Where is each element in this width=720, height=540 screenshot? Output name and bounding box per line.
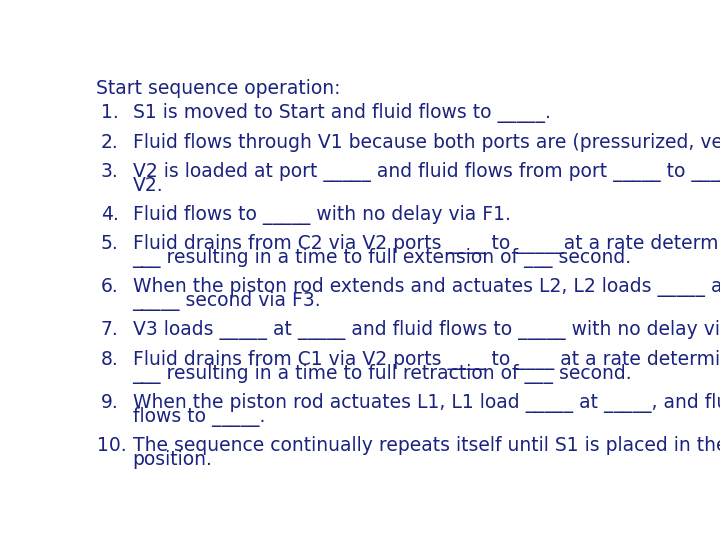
Text: 1.: 1.: [101, 103, 119, 122]
Text: The sequence continually repeats itself until S1 is placed in the _____: The sequence continually repeats itself …: [132, 436, 720, 456]
Text: _____ second via F3.: _____ second via F3.: [132, 291, 321, 311]
Text: Fluid flows through V1 because both ports are (pressurized, vented).: Fluid flows through V1 because both port…: [132, 132, 720, 152]
Text: When the piston rod actuates L1, L1 load _____ at _____, and fluid again: When the piston rod actuates L1, L1 load…: [132, 393, 720, 413]
Text: flows to _____.: flows to _____.: [132, 407, 265, 427]
Text: V2 is loaded at port _____ and fluid flows from port _____ to _____ of: V2 is loaded at port _____ and fluid flo…: [132, 162, 720, 182]
Text: V2.: V2.: [132, 176, 163, 195]
Text: 4.: 4.: [101, 205, 119, 224]
Text: 6.: 6.: [101, 278, 119, 296]
Text: ___ resulting in a time to full retraction of ___ second.: ___ resulting in a time to full retracti…: [132, 363, 632, 383]
Text: Start sequence operation:: Start sequence operation:: [96, 79, 341, 98]
Text: 10.: 10.: [97, 436, 127, 455]
Text: 3.: 3.: [101, 162, 119, 181]
Text: Fluid drains from C2 via V2 ports ____ to _____at a rate determined by: Fluid drains from C2 via V2 ports ____ t…: [132, 234, 720, 254]
Text: 5.: 5.: [101, 234, 119, 253]
Text: V3 loads _____ at _____ and fluid flows to _____ with no delay via F2.: V3 loads _____ at _____ and fluid flows …: [132, 320, 720, 340]
Text: 9.: 9.: [101, 393, 119, 412]
Text: Fluid drains from C1 via V2 ports ____ to ____ at a rate determined by: Fluid drains from C1 via V2 ports ____ t…: [132, 350, 720, 370]
Text: ___ resulting in a time to full extension of ___ second.: ___ resulting in a time to full extensio…: [132, 248, 631, 268]
Text: 2.: 2.: [101, 132, 119, 152]
Text: When the piston rod extends and actuates L2, L2 loads _____ after: When the piston rod extends and actuates…: [132, 278, 720, 298]
Text: 8.: 8.: [101, 350, 119, 369]
Text: Fluid flows to _____ with no delay via F1.: Fluid flows to _____ with no delay via F…: [132, 205, 510, 225]
Text: 7.: 7.: [101, 320, 119, 340]
Text: S1 is moved to Start and fluid flows to _____.: S1 is moved to Start and fluid flows to …: [132, 103, 551, 123]
Text: position.: position.: [132, 450, 212, 469]
